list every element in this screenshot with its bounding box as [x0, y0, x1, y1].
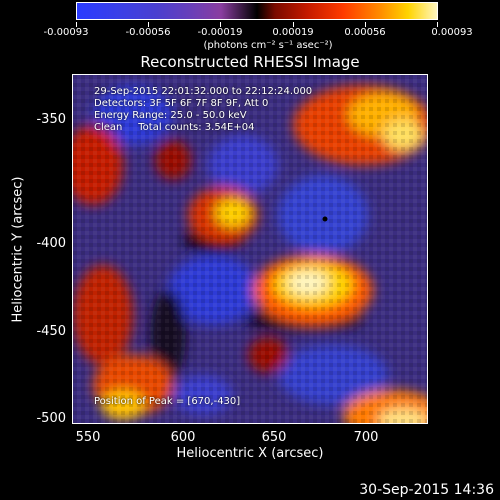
colorbar-tick [365, 22, 366, 27]
info-detectors: Detectors: 3F 5F 6F 7F 8F 9F, Att 0 [94, 98, 269, 109]
colorbar-label: 0.00093 [431, 27, 473, 38]
colorbar-tick [293, 22, 294, 27]
y-tick-label: -350 [36, 112, 66, 127]
colorbar-label: 0.00056 [344, 27, 386, 38]
info-energy-range: Energy Range: 25.0 - 50.0 keV [94, 110, 247, 121]
y-tick-label: -450 [36, 324, 66, 339]
colorbar-label: -0.00056 [125, 27, 171, 38]
peak-position-label: Position of Peak = [670,-430] [94, 396, 241, 407]
info-clean-counts: Clean Total counts: 3.54E+04 [94, 122, 255, 133]
colorbar-unit: (photons cm⁻² s⁻¹ asec⁻²) [203, 40, 333, 51]
y-tick-label: -400 [36, 236, 66, 251]
colorbar-tick [220, 22, 221, 27]
colorbar-tick [76, 22, 77, 27]
rhessi-image-svg [73, 75, 427, 423]
colorbar-tick [148, 22, 149, 27]
x-tick-label: 700 [353, 430, 379, 445]
y-axis-label: Heliocentric Y (arcsec) [10, 176, 26, 323]
info-time-range: 29-Sep-2015 22:01:32.000 to 22:12:24.000 [94, 86, 313, 97]
x-tick-label: 550 [75, 430, 101, 445]
colorbar-tick [437, 22, 438, 27]
colorbar-label: 0.00019 [272, 27, 314, 38]
x-axis-label: Heliocentric X (arcsec) [176, 446, 324, 461]
y-tick-label: -500 [36, 411, 66, 426]
colorbar-label: -0.00019 [197, 27, 243, 38]
image-title: Reconstructed RHESSI Image [140, 53, 360, 71]
x-tick-label: 650 [261, 430, 287, 445]
peak-marker [322, 216, 328, 222]
datestamp: 30-Sep-2015 14:36 [359, 482, 494, 498]
colorbar-label: -0.00093 [43, 27, 89, 38]
rhessi-image [72, 74, 428, 424]
x-tick-label: 600 [170, 430, 196, 445]
colorbar [76, 2, 438, 20]
